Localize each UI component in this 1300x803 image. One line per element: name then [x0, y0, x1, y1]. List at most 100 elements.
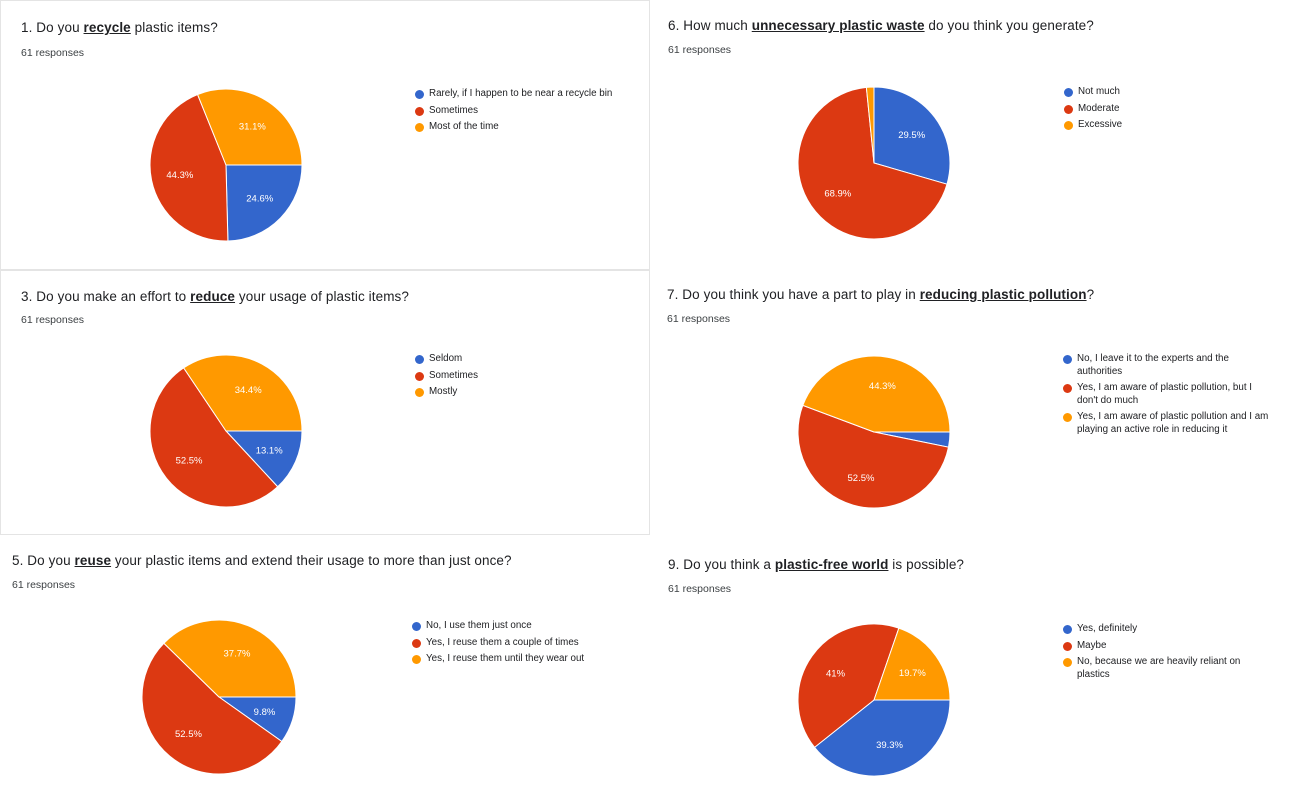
pie-slice [163, 619, 297, 698]
legend-label: No, I leave it to the experts and the au… [1077, 353, 1229, 377]
question-title: 5. Do you reuse your plastic items and e… [12, 553, 512, 568]
chart-legend: Yes, definitely Maybe No, because we are h… [1063, 623, 1273, 685]
legend-item: Seldom [415, 353, 625, 366]
legend-item: Yes, I reuse them until they wear out [412, 653, 622, 666]
legend-label: Excessive [1078, 119, 1123, 130]
slice-percent-label: 39.3% [876, 740, 903, 751]
response-count: 61 responses [21, 47, 85, 59]
pie-slice [797, 86, 948, 240]
legend-swatch [1063, 413, 1072, 422]
chart-panel-q7: 7. Do you think you have a part to play … [650, 270, 1300, 535]
legend-label: Not much [1078, 86, 1120, 97]
legend-label: Sometimes [429, 369, 478, 381]
slice-percent-label: 9.8% [254, 707, 276, 718]
legend-swatch [1064, 88, 1073, 97]
pie-slice [149, 367, 279, 508]
pie-chart: 9.8% 52.5% 37.7% [141, 619, 297, 775]
response-count: 61 responses [12, 579, 76, 591]
legend-item: Yes, I am aware of plastic pollution, bu… [1063, 382, 1273, 407]
legend-swatch [412, 638, 421, 648]
legend-label: Yes, I am aware of plastic pollution, bu… [1077, 382, 1252, 406]
slice-percent-label: 24.6% [246, 193, 273, 204]
pie-slice [797, 404, 950, 509]
slice-percent-label: 13.1% [256, 445, 283, 456]
legend-label: Maybe [1077, 639, 1107, 651]
slice-percent-label: 44.3% [166, 170, 193, 181]
legend-item: Sometimes [415, 105, 615, 118]
legend-item: Yes, definitely [1063, 623, 1273, 636]
legend-item: Mostly [415, 386, 625, 399]
legend-swatch [415, 388, 424, 397]
legend-item: Not much [1064, 86, 1274, 99]
chart-panel-q6: 6. How much unnecessary plastic waste do… [650, 0, 1300, 270]
legend-label: Yes, I am aware of plastic pollution and… [1077, 411, 1269, 435]
legend-swatch [415, 123, 424, 132]
pie-slice [225, 164, 303, 242]
legend-swatch [415, 371, 424, 381]
question-title: 3. Do you make an effort to reduce your … [21, 289, 410, 304]
legend-swatch [415, 90, 424, 99]
legend-item: No, because we are heavily reliant on pl… [1063, 656, 1273, 681]
slice-percent-label: 52.5% [176, 456, 203, 467]
pie-slice [182, 354, 303, 432]
legend-label: Yes, definitely [1077, 623, 1138, 634]
question-title: 6. How much unnecessary plastic waste do… [668, 18, 1094, 33]
legend-swatch [412, 655, 421, 664]
legend-label: Moderate [1078, 102, 1120, 114]
slice-percent-label: 34.4% [235, 385, 262, 396]
legend-label: Sometimes [429, 104, 478, 116]
pie-slice [149, 93, 229, 242]
slice-percent-label: 19.7% [899, 668, 926, 679]
legend-item: No, I use them just once [412, 620, 622, 633]
chart-panel-q5: 5. Do you reuse your plastic items and e… [0, 536, 650, 803]
slice-percent-label: 52.5% [175, 729, 202, 740]
legend-item: Moderate [1064, 103, 1274, 116]
legend-label: Yes, I reuse them a couple of times [426, 636, 579, 648]
chart-legend: No, I leave it to the experts and the au… [1063, 353, 1273, 440]
pie-slice [813, 699, 951, 777]
legend-label: No, I use them just once [426, 620, 532, 631]
question-keyword: reduce [190, 289, 236, 304]
response-count: 61 responses [668, 44, 732, 56]
legend-swatch [412, 622, 421, 631]
slice-percent-label: 29.5% [898, 130, 925, 141]
legend-item: Maybe [1063, 640, 1273, 653]
pie-slice [873, 627, 951, 701]
question-keyword: plastic-free world [774, 557, 889, 572]
legend-item: Excessive [1064, 119, 1274, 132]
legend-label: Rarely, if I happen to be near a recycle… [429, 88, 613, 99]
pie-slice [802, 355, 951, 433]
legend-label: Most of the time [429, 121, 499, 132]
legend-label: Seldom [429, 353, 463, 364]
legend-swatch [1063, 625, 1072, 634]
pie-chart: 52.5% 44.3% [797, 355, 951, 509]
legend-swatch [1064, 121, 1073, 130]
chart-legend: No, I use them just once Yes, I reuse the… [412, 620, 622, 670]
chart-panel-q3: 3. Do you make an effort to reduce your … [0, 270, 650, 535]
pie-chart: 39.3% 41% 19.7% [797, 623, 951, 777]
legend-label: No, because we are heavily reliant on pl… [1077, 656, 1241, 680]
pie-slice [873, 86, 951, 185]
legend-swatch [1063, 355, 1072, 364]
legend-item: Yes, I reuse them a couple of times [412, 637, 622, 650]
chart-legend: Rarely, if I happen to be near a recycle… [415, 88, 615, 138]
question-title: 1. Do you recycle plastic items? [21, 20, 218, 35]
chart-panel-q9: 9. Do you think a plastic-free world is … [650, 536, 1300, 803]
question-title: 7. Do you think you have a part to play … [667, 287, 1095, 302]
pie-slice [196, 88, 303, 166]
legend-item: Yes, I am aware of plastic pollution and… [1063, 411, 1273, 436]
pie-slice [797, 623, 900, 749]
pie-chart: 29.5% 68.9% [797, 86, 951, 240]
question-keyword: reducing plastic pollution [919, 287, 1087, 302]
legend-item: Most of the time [415, 121, 615, 134]
chart-panel-q1: 1. Do you recycle plastic items? 61 resp… [0, 0, 650, 270]
legend-swatch [415, 355, 424, 364]
legend-label: Yes, I reuse them until they wear out [426, 653, 585, 664]
pie-chart: 13.1% 52.5% 34.4% [149, 354, 303, 508]
slice-percent-label: 52.5% [848, 473, 875, 484]
legend-swatch [1063, 641, 1072, 651]
slice-percent-label: 68.9% [824, 189, 851, 200]
slice-percent-label: 44.3% [869, 381, 896, 392]
slice-percent-label: 41% [826, 668, 846, 679]
pie-slice [224, 430, 303, 488]
